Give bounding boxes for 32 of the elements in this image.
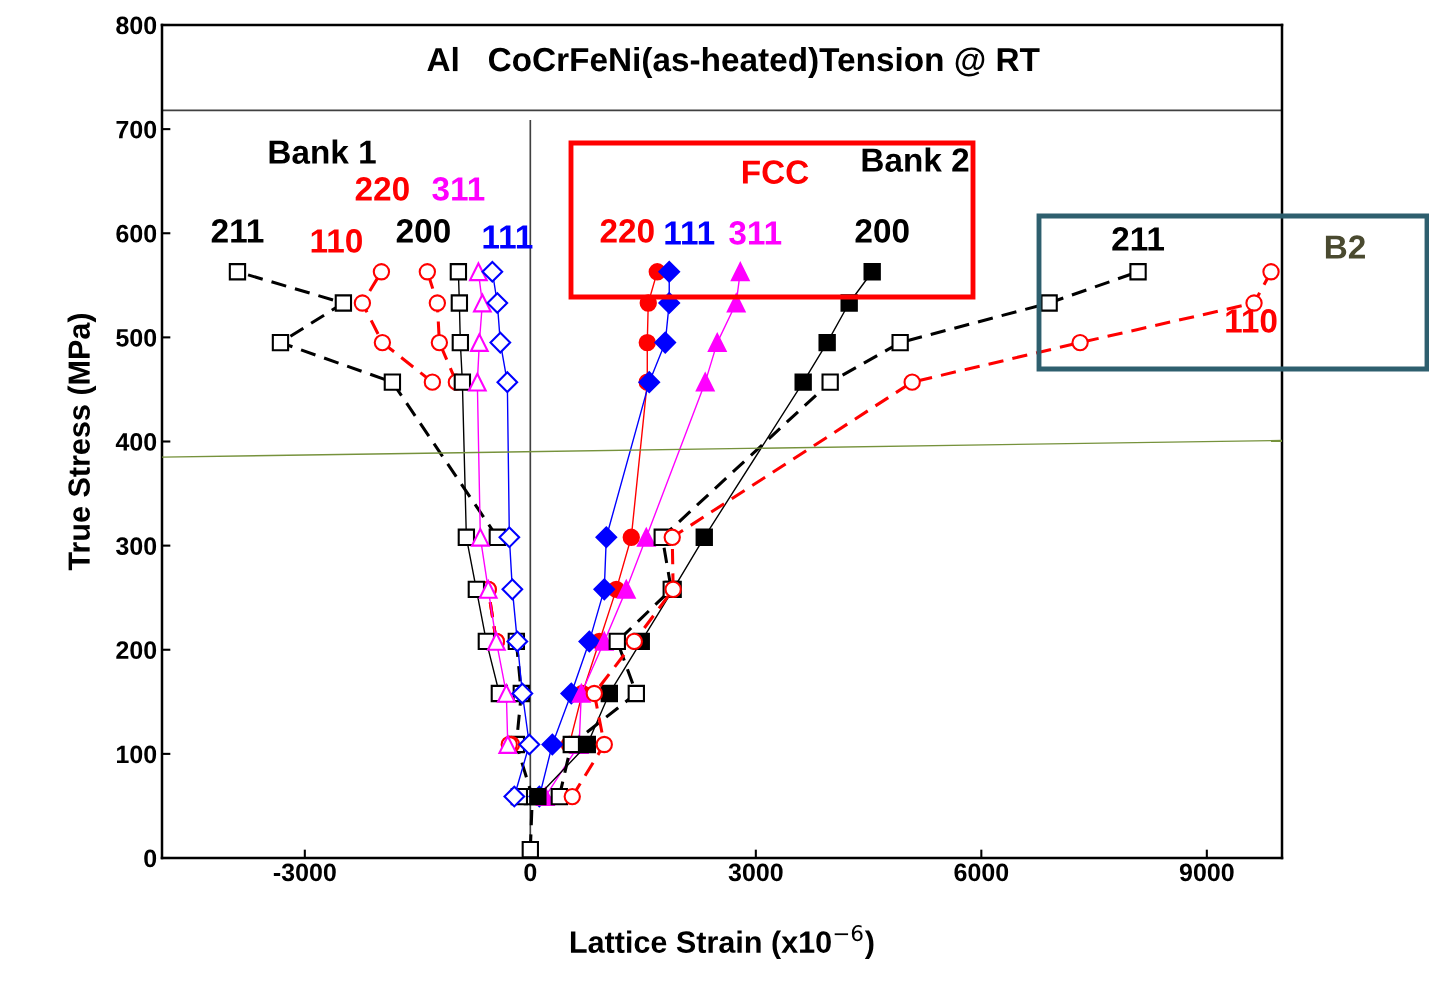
series-label: 220	[600, 219, 654, 243]
series-label: 211	[1112, 227, 1165, 251]
y-tick-label: 600	[116, 224, 157, 243]
y-tick-label: 0	[144, 849, 157, 868]
series-label: 220	[355, 177, 409, 201]
annotation: FCC	[742, 160, 809, 184]
x-axis-title: Lattice Strain (x10$^{−6}$)	[570, 925, 874, 959]
series-label: 200	[855, 219, 909, 243]
series-label: 110	[311, 229, 362, 253]
y-tick-label: 100	[117, 745, 157, 764]
series-label: 211	[211, 219, 264, 243]
y-tick-label: 400	[115, 433, 157, 451]
y-axis-title: True Stress (MPa)	[67, 313, 96, 571]
y-tick-label: 700	[116, 120, 157, 139]
x-tick-label: 9000	[1179, 863, 1234, 882]
y-tick-label: 300	[116, 537, 157, 555]
x-tick-label: 3000	[728, 863, 783, 882]
series-label: 111	[665, 221, 715, 245]
y-tick-label: 200	[116, 641, 157, 660]
series-label: 311	[729, 221, 782, 245]
annotation: Bank 1	[269, 139, 376, 164]
series-label: 311	[432, 177, 485, 201]
text: B2	[1325, 235, 1365, 259]
x-tick-label: 0	[524, 863, 537, 882]
series-label: 200	[396, 219, 450, 243]
x-tick-label: 6000	[954, 863, 1009, 882]
annotation: Bank 2	[862, 147, 969, 172]
text: Al CoCrFeNi(as-heated)Tension @ RT	[427, 46, 1040, 79]
x-tick-label: -3000	[273, 863, 336, 882]
y-tick-label: 500	[116, 328, 157, 347]
series-label: 110	[1226, 309, 1277, 333]
y-tick-label: 800	[116, 16, 157, 35]
